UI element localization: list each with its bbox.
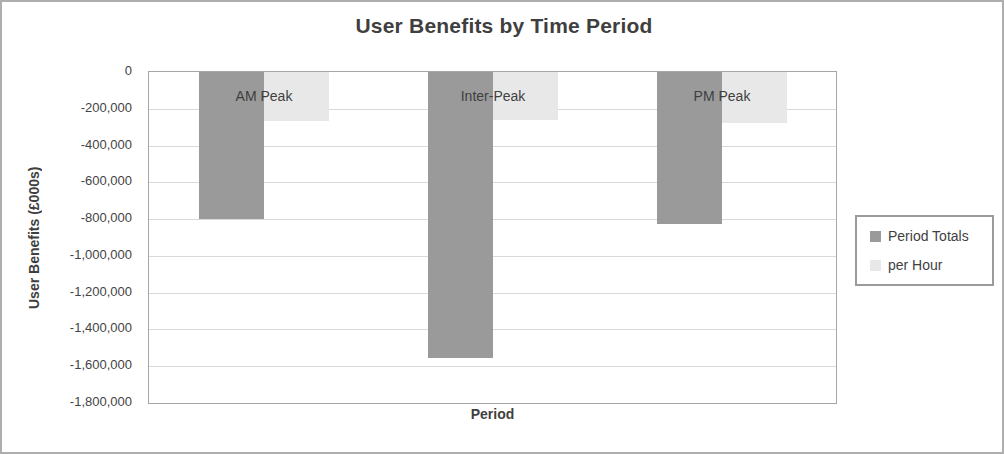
y-tick-label: -1,000,000 [2, 246, 132, 264]
y-tick-label: -600,000 [2, 172, 132, 190]
bar-period-totals-inter-peak [428, 72, 493, 358]
y-tick-label: -1,800,000 [2, 393, 132, 411]
category-label-inter-peak: Inter-Peak [461, 88, 526, 104]
legend-swatch-per-hour-icon [870, 260, 881, 271]
plot-area: AM Peak Inter-Peak PM Peak [148, 71, 837, 404]
y-tick-label: -1,200,000 [2, 283, 132, 301]
legend-swatch-period-totals-icon [870, 231, 881, 242]
y-tick-label: -800,000 [2, 209, 132, 227]
category-label-am-peak: AM Peak [236, 88, 293, 104]
chart-frame: User Benefits by Time Period User Benefi… [0, 0, 1004, 454]
y-tick-label: -400,000 [2, 136, 132, 154]
legend-entry-period-totals: Period Totals [870, 228, 992, 244]
y-tick-label: -1,600,000 [2, 356, 132, 374]
legend: Period Totals per Hour [855, 215, 994, 286]
y-tick-label: -1,400,000 [2, 319, 132, 337]
legend-label-period-totals: Period Totals [888, 228, 969, 244]
y-tick-label: -200,000 [2, 99, 132, 117]
y-axis-ticks: 0 -200,000 -400,000 -600,000 -800,000 -1,000,… [2, 2, 134, 454]
chart-title: User Benefits by Time Period [2, 14, 1004, 38]
y-tick-label: 0 [2, 62, 132, 80]
category-label-pm-peak: PM Peak [694, 88, 751, 104]
legend-entry-per-hour: per Hour [870, 257, 992, 273]
x-axis-title: Period [148, 406, 837, 422]
legend-label-per-hour: per Hour [888, 257, 942, 273]
gridline [149, 366, 836, 367]
